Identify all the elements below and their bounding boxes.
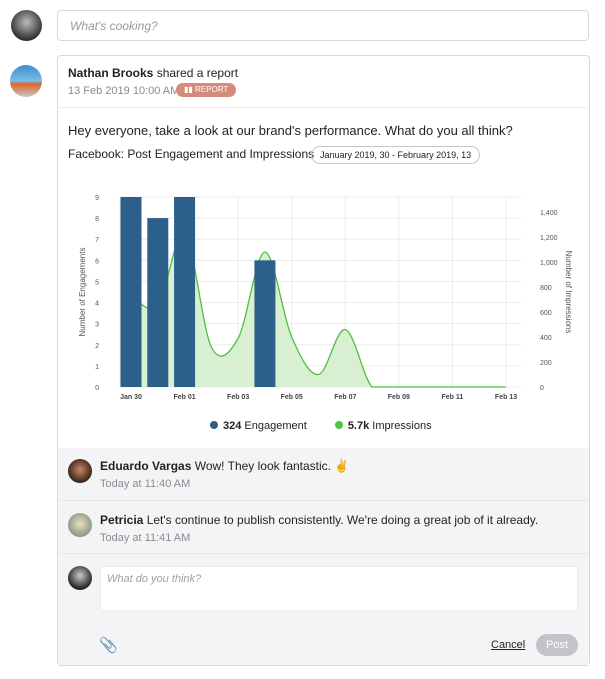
avatar xyxy=(68,513,92,537)
comment: Eduardo Vargas Wow! They look fantastic.… xyxy=(100,459,349,473)
cancel-button[interactable]: Cancel xyxy=(491,639,526,651)
y2-axis-title: Number of Impressions xyxy=(564,251,573,334)
avatar xyxy=(68,459,92,483)
x-tick-label: Feb 03 xyxy=(227,394,249,401)
divider xyxy=(57,107,590,108)
avatar xyxy=(10,65,42,97)
y-tick-label: 6 xyxy=(95,258,99,265)
comment-author[interactable]: Eduardo Vargas xyxy=(100,459,192,473)
post-header: Nathan Brooks shared a report xyxy=(68,66,238,80)
y-tick-label: 4 xyxy=(95,301,99,308)
comment-text: Wow! They look fantastic. ✌ xyxy=(194,459,350,473)
x-tick-label: Feb 09 xyxy=(388,394,410,401)
comment-text: Let's continue to publish consistently. … xyxy=(146,513,539,527)
y2-tick-label: 1,000 xyxy=(540,260,558,267)
y-axis-title: Number of Engagements xyxy=(78,248,87,337)
chart-legend: 324 Engagement 5.7k Impressions xyxy=(210,420,432,432)
y-tick-label: 2 xyxy=(95,343,99,350)
author-name[interactable]: Nathan Brooks xyxy=(68,66,154,80)
x-tick-label: Feb 07 xyxy=(334,394,356,401)
x-tick-label: Feb 13 xyxy=(495,394,517,401)
y-tick-label: 9 xyxy=(95,195,99,202)
post-message: Hey everyone, take a look at our brand's… xyxy=(68,123,513,138)
post-button[interactable]: Post xyxy=(536,634,578,656)
comment-author[interactable]: Petricia xyxy=(100,513,144,527)
comments-section xyxy=(58,448,589,665)
x-tick-label: Jan 30 xyxy=(120,394,142,401)
engagement-impressions-chart: 0 1 2 3 4 5 6 7 8 9 0 200 400 600 800 1,000 1,200 1,400 Ja… xyxy=(78,195,573,401)
status-composer-input[interactable]: What's cooking? xyxy=(57,10,589,41)
bar-chart-icon: ▮▮ xyxy=(184,85,196,94)
paperclip-icon[interactable]: 📎 xyxy=(99,637,118,654)
y2-tick-label: 1,400 xyxy=(540,210,558,217)
y2-tick-label: 600 xyxy=(540,310,552,317)
engagement-bar xyxy=(174,197,196,387)
report-title: Facebook: Post Engagement and Impression… xyxy=(68,147,315,161)
y2-tick-label: 0 xyxy=(540,385,544,392)
engagement-bar xyxy=(147,218,169,387)
post-action: shared a report xyxy=(156,66,239,80)
comment-time: Today at 11:41 AM xyxy=(100,532,191,544)
divider xyxy=(58,553,589,554)
y-tick-label: 1 xyxy=(95,364,99,371)
y-tick-label: 0 xyxy=(95,385,99,392)
legend-impressions[interactable]: 5.7k Impressions xyxy=(334,420,432,432)
reply-input[interactable]: What do you think? xyxy=(100,566,578,611)
post-timestamp: 13 Feb 2019 10:00 AM xyxy=(68,85,180,97)
y-tick-label: 5 xyxy=(95,279,99,286)
y2-tick-label: 1,200 xyxy=(540,235,558,242)
avatar xyxy=(68,566,92,590)
y2-tick-label: 200 xyxy=(540,360,552,367)
avatar xyxy=(11,10,42,41)
comment-time: Today at 11:40 AM xyxy=(100,478,191,490)
x-tick-label: Feb 01 xyxy=(173,394,195,401)
y-tick-label: 7 xyxy=(95,237,99,244)
x-tick-label: Feb 05 xyxy=(281,394,303,401)
y2-tick-label: 400 xyxy=(540,335,552,342)
date-range-pill[interactable]: January 2019, 30 - February 2019, 13 xyxy=(311,146,481,164)
y2-tick-label: 800 xyxy=(540,285,552,292)
post-card xyxy=(57,55,590,666)
y-tick-label: 8 xyxy=(95,216,99,223)
y-tick-label: 3 xyxy=(95,322,99,329)
report-badge: ▮▮ REPORT xyxy=(176,83,237,97)
engagement-bar xyxy=(120,197,142,387)
legend-engagement[interactable]: 324 Engagement xyxy=(210,420,307,432)
engagement-bar xyxy=(254,260,276,387)
impressions-area xyxy=(131,232,506,387)
comment: Petricia Let's continue to publish consi… xyxy=(100,513,538,527)
x-tick-label: Feb 11 xyxy=(442,394,464,401)
divider xyxy=(58,500,589,501)
